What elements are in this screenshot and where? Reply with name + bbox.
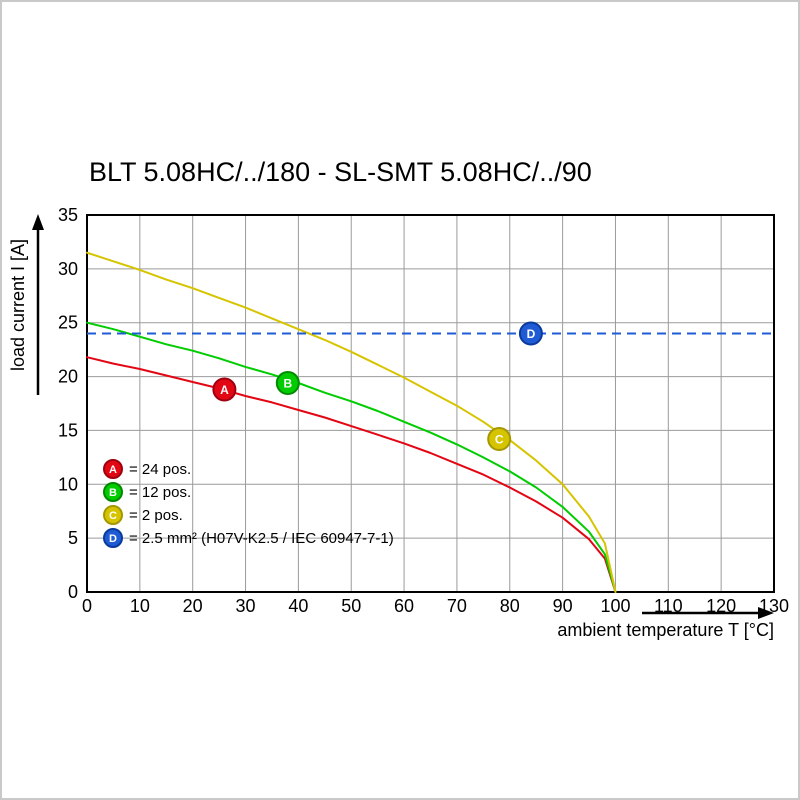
- tick-label-x-10: 10: [130, 596, 150, 616]
- legend-label-D: = 2.5 mm² (H07V-K2.5 / IEC 60947-7-1): [129, 530, 394, 547]
- marker-C: [487, 427, 512, 452]
- legend-letter-A: A: [109, 464, 117, 476]
- legend-letter-C: C: [109, 510, 117, 522]
- tick-label-y-20: 20: [58, 367, 78, 387]
- tick-label-y-0: 0: [68, 582, 78, 602]
- marker-letter-B: B: [283, 377, 292, 391]
- curve-C: [86, 251, 617, 593]
- tick-label-x-120: 120: [706, 596, 736, 616]
- x-axis-arrowhead: [758, 607, 774, 619]
- marker-D: [518, 321, 543, 346]
- tick-label-x-70: 70: [447, 596, 467, 616]
- plot-markers: A B C D: [212, 321, 543, 452]
- plot-border: [86, 214, 775, 593]
- tick-label-x-30: 30: [236, 596, 256, 616]
- legend-letter-B: B: [109, 487, 117, 499]
- x-axis-label: ambient temperature T [°C]: [557, 620, 774, 640]
- y-axis-arrowhead: [32, 214, 44, 230]
- tick-label-x-20: 20: [183, 596, 203, 616]
- legend: A = 24 pos. B = 12 pos. C = 2 pos. D = 2.5 mm² …: [103, 459, 394, 548]
- marker-B: [275, 371, 300, 396]
- legend-marker-D: [103, 528, 123, 548]
- tick-label-x-80: 80: [500, 596, 520, 616]
- marker-letter-D: D: [527, 327, 536, 341]
- tick-label-x-60: 60: [394, 596, 414, 616]
- plot-series: [86, 251, 774, 593]
- tick-label-x-100: 100: [600, 596, 630, 616]
- legend-marker-A: [103, 459, 123, 479]
- tick-label-x-90: 90: [553, 596, 573, 616]
- tick-label-y-15: 15: [58, 420, 78, 440]
- plot-frame: [86, 214, 775, 593]
- tick-label-y-5: 5: [68, 528, 78, 548]
- plot-arrows: [32, 214, 774, 619]
- marker-letter-C: C: [495, 433, 504, 447]
- legend-marker-B: [103, 482, 123, 502]
- curve-A: [86, 356, 617, 593]
- legend-marker-C: [103, 505, 123, 525]
- legend-label-B: = 12 pos.: [129, 484, 191, 501]
- tick-label-y-30: 30: [58, 259, 78, 279]
- tick-label-y-10: 10: [58, 474, 78, 494]
- tick-label-x-0: 0: [82, 596, 92, 616]
- tick-label-x-40: 40: [288, 596, 308, 616]
- tick-label-x-50: 50: [341, 596, 361, 616]
- tick-label-y-25: 25: [58, 313, 78, 333]
- curve-B: [86, 321, 617, 593]
- marker-letter-A: A: [220, 383, 229, 397]
- y-axis-label: load current I [A]: [8, 239, 28, 371]
- marker-A: [212, 377, 237, 402]
- chart-title: BLT 5.08HC/../180 - SL-SMT 5.08HC/../90: [89, 157, 592, 187]
- legend-letter-D: D: [109, 533, 117, 545]
- plot-grid: [87, 215, 774, 592]
- legend-label-A: = 24 pos.: [129, 461, 191, 478]
- legend-label-C: = 2 pos.: [129, 507, 183, 524]
- tick-label-x-110: 110: [654, 596, 683, 616]
- plot-ticks: 0 10 20 30 40 50 60 70 80 90 100 110 120 130051015202…: [58, 205, 789, 616]
- tick-label-y-35: 35: [58, 205, 78, 225]
